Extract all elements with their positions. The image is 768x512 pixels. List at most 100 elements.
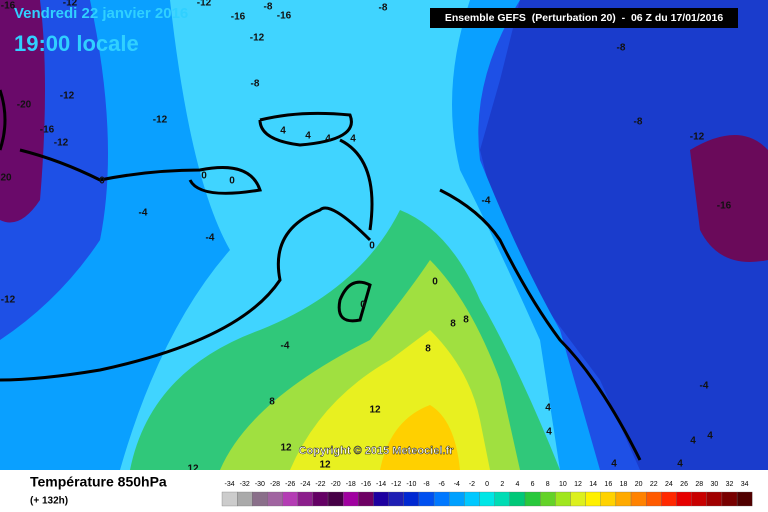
contour-label: 0 bbox=[432, 277, 438, 288]
scale-swatch bbox=[252, 491, 268, 507]
color-scale: -34 -32 -30 -28 -26 -24 -22 -20 -18 -16 -14 -12 -10-… bbox=[221, 481, 753, 507]
scale-swatch bbox=[388, 491, 404, 507]
scale-label: 0 bbox=[485, 481, 489, 488]
scale-label: 14 bbox=[589, 481, 597, 488]
contour-label: -12 bbox=[1, 295, 16, 306]
scale-label: -14 bbox=[376, 481, 386, 488]
contour-label: -4 bbox=[700, 381, 709, 392]
map-labels: -16 -12 -12 -16 -8 -16 -8 -12 -8 -8 -12 -20 -12 -8 -16… bbox=[0, 0, 731, 475]
hot-region bbox=[380, 405, 460, 470]
contour-label: 4 bbox=[690, 436, 696, 447]
contour-label: 12 bbox=[280, 443, 292, 454]
contour-label: -12 bbox=[690, 132, 705, 143]
scale-label: -22 bbox=[315, 481, 325, 488]
contour-label: 4 bbox=[677, 459, 683, 470]
scale-swatch bbox=[524, 491, 541, 507]
scale-swatch bbox=[706, 491, 723, 507]
contour-label: -12 bbox=[54, 138, 69, 149]
scale-swatch bbox=[373, 491, 389, 507]
contour-label: -4 bbox=[206, 233, 215, 244]
contour-label: 12 bbox=[187, 464, 199, 475]
scale-swatch bbox=[433, 491, 450, 507]
scale-label: 32 bbox=[726, 481, 734, 488]
scale-swatch bbox=[615, 491, 632, 507]
contour-label: -8 bbox=[264, 2, 273, 13]
scale-label: -2 bbox=[469, 481, 475, 488]
contour-label: -8 bbox=[379, 3, 388, 14]
contour-label: -20 bbox=[17, 100, 32, 111]
scale-label: 6 bbox=[531, 481, 535, 488]
contour-label: 8 bbox=[450, 319, 456, 330]
scale-swatch bbox=[327, 491, 344, 507]
contour-label: -12 bbox=[153, 115, 168, 126]
scale-swatch bbox=[267, 491, 283, 507]
contour-label: -4 bbox=[281, 341, 290, 352]
run-box bbox=[430, 8, 738, 28]
contour-label: 0 bbox=[360, 300, 366, 311]
contour-label: 4 bbox=[707, 431, 713, 442]
scale-label: -12 bbox=[391, 481, 401, 488]
scale-label: 18 bbox=[620, 481, 628, 488]
scale-swatch bbox=[676, 491, 692, 507]
scale-label: 20 bbox=[635, 481, 643, 488]
scale-label: 26 bbox=[680, 481, 688, 488]
scale-label: 10 bbox=[559, 481, 567, 488]
scale-swatch bbox=[661, 491, 677, 507]
scale-swatch bbox=[418, 491, 435, 507]
contour-label: -12 bbox=[63, 0, 78, 9]
scale-label: 16 bbox=[604, 481, 612, 488]
contour-label: 8 bbox=[269, 397, 275, 408]
scale-label: -32 bbox=[240, 481, 250, 488]
contour-label: -8 bbox=[634, 117, 643, 128]
scale-swatch bbox=[479, 491, 495, 507]
contour-label: -4 bbox=[139, 208, 148, 219]
scale-swatch bbox=[600, 491, 617, 507]
scale-swatch bbox=[570, 491, 586, 507]
contour-label: 20 bbox=[0, 173, 12, 184]
contour-label: -16 bbox=[277, 11, 292, 22]
contour-label: 0 bbox=[201, 171, 207, 182]
contour-label: 8 bbox=[463, 315, 469, 326]
scale-label: -10 bbox=[406, 481, 416, 488]
scale-swatch bbox=[236, 491, 253, 507]
scale-label: 30 bbox=[710, 481, 718, 488]
copyright: Copyright © 2015 Meteociel.fr bbox=[299, 445, 455, 457]
scale-label: -26 bbox=[285, 481, 295, 488]
contour-label: 12 bbox=[369, 405, 381, 416]
scale-label: -4 bbox=[454, 481, 460, 488]
scale-label: 24 bbox=[665, 481, 673, 488]
contour-label: -16 bbox=[231, 12, 246, 23]
very-cold-region bbox=[0, 0, 45, 223]
scale-swatch bbox=[540, 491, 556, 507]
scale-swatch bbox=[509, 491, 526, 507]
scale-label: 34 bbox=[741, 481, 749, 488]
contour-label: 4 bbox=[280, 126, 286, 137]
contour-label: -16 bbox=[1, 1, 16, 12]
scale-label: -30 bbox=[255, 481, 265, 488]
contour-label: -16 bbox=[717, 201, 732, 212]
contour-label: 4 bbox=[305, 131, 311, 142]
scale-label: -24 bbox=[300, 481, 310, 488]
legend-subtitle: (+ 132h) bbox=[30, 496, 68, 507]
scale-swatch bbox=[494, 491, 511, 507]
contour-label: 4 bbox=[546, 427, 552, 438]
forecast-date: Vendredi 22 janvier 2016 bbox=[14, 5, 188, 22]
very-cold-region bbox=[690, 135, 768, 262]
contour-label: 12 bbox=[319, 460, 331, 471]
scale-swatch bbox=[403, 491, 420, 507]
scale-label: -6 bbox=[439, 481, 445, 488]
contour-label: 4 bbox=[325, 134, 331, 145]
scale-swatch bbox=[736, 491, 753, 507]
scale-swatch bbox=[449, 491, 465, 507]
legend-title: Température 850hPa bbox=[30, 474, 167, 490]
contour-label: -4 bbox=[482, 196, 491, 207]
scale-swatch bbox=[721, 491, 738, 507]
contour-label: 8 bbox=[425, 344, 431, 355]
scale-label: -34 bbox=[225, 481, 235, 488]
scale-label: -20 bbox=[331, 481, 341, 488]
scale-label: 12 bbox=[574, 481, 582, 488]
contour-label: 0 bbox=[369, 241, 375, 252]
scale-swatch bbox=[555, 491, 571, 507]
scale-swatch bbox=[464, 491, 480, 507]
